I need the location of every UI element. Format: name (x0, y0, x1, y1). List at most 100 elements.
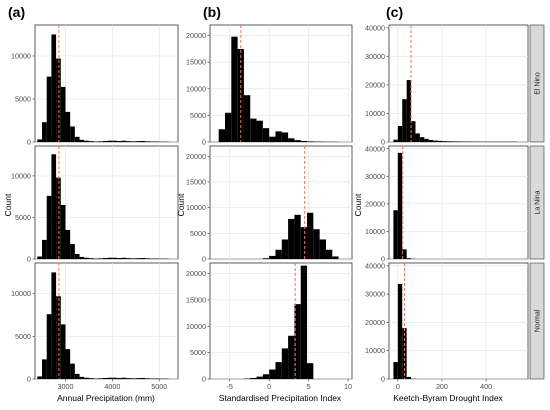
histogram-bar (307, 141, 314, 142)
facet-strip-la-nina: La Nina (529, 145, 545, 260)
histogram-bar (74, 254, 80, 259)
histogram-bar (294, 304, 301, 379)
histogram-bar (112, 377, 118, 379)
histogram-bar (319, 239, 326, 259)
histogram-bar (42, 122, 47, 142)
x-tick-label: -5 (227, 382, 233, 391)
histogram-bar (65, 349, 71, 379)
y-tick-label: 40000 (365, 144, 385, 153)
histogram-bar (42, 239, 47, 259)
facet-strip-el-nino: El Nino (529, 24, 545, 143)
histogram-bar (140, 377, 146, 379)
y-tick-label: 5000 (15, 94, 31, 103)
histogram-bar (250, 377, 257, 379)
y-tick-label: 10000 (365, 109, 385, 118)
y-tick-label: 20000 (186, 31, 206, 40)
x-tick-label: 0 (267, 382, 271, 391)
histogram-bar (70, 126, 75, 142)
histogram-bar (117, 258, 122, 259)
histogram-bar (397, 283, 403, 379)
histogram-bar (102, 140, 108, 142)
histogram-bar (98, 258, 103, 259)
y-axis-title-a: Count (3, 193, 13, 216)
y-axis-title-b: Count (176, 193, 186, 216)
histogram-bar (231, 36, 238, 143)
histogram-bar (218, 129, 225, 142)
y-tick-label: 5000 (15, 332, 31, 341)
histogram-bar (79, 376, 85, 379)
histogram-bar (433, 140, 438, 142)
y-tick-label: 20000 (186, 152, 206, 161)
facet-strip-normal: Normal (529, 262, 545, 380)
y-tick-label: 20000 (365, 80, 385, 89)
histogram-bar (65, 111, 71, 142)
histogram-bar (459, 141, 465, 142)
histogram-bar (224, 112, 232, 142)
histogram-bar (243, 95, 251, 142)
histogram-bar (428, 140, 434, 142)
histogram-bar (88, 141, 94, 142)
histogram-bar (135, 258, 141, 259)
histogram-bar (126, 141, 132, 142)
y-tick-label: 40000 (365, 23, 385, 32)
histogram-bar (145, 141, 150, 142)
histogram-bar (70, 244, 75, 259)
histogram-bar (131, 378, 136, 379)
histogram-bar (126, 378, 132, 379)
x-tick-label: 200 (436, 382, 448, 391)
y-tick-label: 10000 (365, 227, 385, 236)
x-tick-label: 5 (307, 382, 311, 391)
histogram-bar (300, 227, 308, 259)
histogram-bar (51, 34, 57, 142)
histogram-bar (441, 141, 447, 142)
y-tick-label: 30000 (365, 290, 385, 299)
y-tick-label: 5000 (190, 348, 206, 357)
histogram-bar (275, 249, 282, 259)
histogram-bar (140, 258, 146, 259)
histogram-bar (60, 86, 66, 142)
y-tick-label: 0 (27, 138, 31, 147)
y-tick-label: 10000 (11, 171, 31, 180)
histogram-bar (37, 139, 43, 142)
histogram-bar (437, 140, 442, 142)
panel-a-normal: 0 5000 10000 3000 4000 5000 (11, 262, 179, 391)
histogram-bar (281, 348, 289, 379)
histogram-bar (107, 377, 113, 379)
histogram-bar (98, 141, 103, 142)
x-tick-label: 4000 (104, 382, 120, 391)
y-tick-label: 15000 (186, 58, 206, 67)
panel-tag-c: (c) (386, 4, 403, 20)
histogram-bar (406, 80, 412, 142)
panel-background (388, 262, 529, 380)
x-axis-title-c: Keetch-Byram Drought Index (393, 393, 503, 403)
histogram-bar (307, 212, 314, 259)
y-tick-label: 20000 (365, 318, 385, 327)
x-tick-label: 5000 (151, 382, 167, 391)
histogram-bar (294, 214, 301, 259)
strip-label: Normal (535, 309, 542, 332)
histogram-bar (121, 377, 127, 379)
histogram-bar (117, 377, 122, 379)
y-tick-label: 10000 (11, 289, 31, 298)
histogram-bar (37, 376, 43, 379)
histogram-bar (411, 121, 416, 142)
y-tick-label: 0 (381, 255, 385, 264)
histogram-bar (46, 314, 52, 379)
panel-tag-a: (a) (8, 4, 25, 20)
panel-a-el-nino: 0 5000 10000 (11, 24, 179, 147)
y-tick-label: 0 (27, 255, 31, 264)
histogram-bar (42, 359, 47, 379)
histogram-bar (84, 257, 89, 259)
strip-background (529, 262, 545, 380)
histogram-bar (275, 362, 282, 379)
histogram-bar (79, 256, 85, 259)
panel-c-normal: 0 10000 20000 30000 40000 0 200 400 (365, 261, 529, 391)
x-tick-label: 10 (344, 382, 352, 391)
y-tick-label: 30000 (365, 172, 385, 181)
histogram-bar (60, 324, 66, 379)
histogram-bar (269, 369, 276, 379)
y-tick-label: 10000 (186, 84, 206, 93)
histogram-bar (419, 137, 425, 142)
histogram-bar (256, 376, 263, 379)
